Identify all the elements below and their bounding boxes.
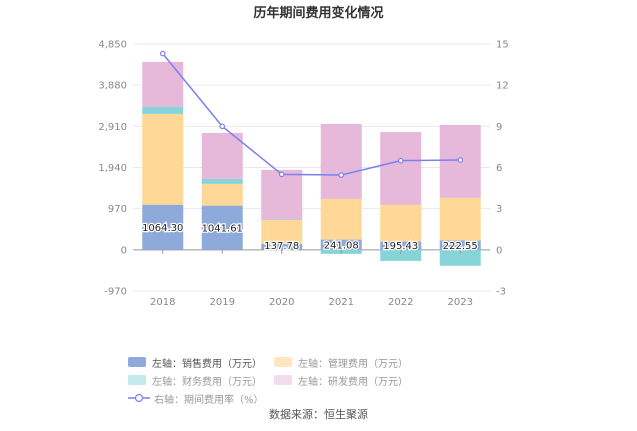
rate-line-path (162, 53, 461, 176)
rate-line-point (219, 123, 226, 130)
left-axis-tick-label: -970 (104, 287, 127, 298)
rate-line-point (159, 50, 166, 57)
x-axis-tick-label: 2018 (150, 297, 175, 308)
x-axis-tick-label: 2020 (269, 297, 294, 308)
legend-swatch (128, 375, 146, 385)
right-axis-tick-label: 6 (496, 163, 502, 174)
bar-segment (201, 205, 243, 250)
bar-segment (380, 204, 422, 242)
bar-segment (201, 183, 243, 206)
legend-item[interactable]: 左轴：管理费用（万元） (274, 353, 408, 371)
legend-item[interactable]: 左轴：研发费用（万元） (274, 371, 408, 389)
rate-line-point (397, 157, 404, 164)
legend-swatch (274, 375, 292, 385)
legend-swatch (128, 357, 146, 367)
grid-lines (133, 43, 490, 292)
bar-segment (380, 249, 422, 261)
bar-data-label: 195.43 (383, 241, 418, 252)
x-axis-tick-label: 2022 (388, 297, 413, 308)
legend-label: 左轴：研发费用（万元） (298, 376, 408, 388)
left-axis-tick-label: 3,880 (98, 81, 127, 92)
bar-segment (320, 198, 362, 240)
bar-segment (380, 241, 422, 250)
x-axis-tick-label: 2021 (329, 297, 354, 308)
bar-segment (201, 178, 243, 184)
left-axis-tick-label: 4,850 (98, 40, 127, 51)
left-axis-tick-label: 2,910 (98, 122, 127, 133)
bar-data-label: 222.55 (443, 241, 478, 252)
bar-segment (142, 204, 184, 250)
bar-segment (142, 106, 184, 114)
right-axis-tick-label: 12 (496, 81, 509, 92)
x-axis-tick-label: 2019 (210, 297, 235, 308)
left-axis-tick-label: 0 (121, 245, 127, 256)
left-axis-tick-label: 970 (108, 204, 127, 215)
bar-data-label: 137.78 (264, 241, 299, 252)
x-axis-tick-label: 2023 (448, 297, 473, 308)
bar-segment (320, 239, 362, 250)
bar-segment (142, 113, 184, 205)
bar-data-label: 1041.61 (202, 224, 243, 235)
legend-line-marker-icon (128, 393, 150, 403)
legend: 左轴：销售费用（万元） 左轴：管理费用（万元） 左轴：财务费用（万元） 左轴：研发费用… (128, 353, 528, 407)
axes: -970 0 970 1,940 2,910 3,880 4,850 -3 0 3 6 9 12 15 20… (98, 40, 508, 309)
bar-segment (261, 219, 303, 244)
bar-segment (261, 219, 303, 220)
legend-item[interactable]: 左轴：销售费用（万元） (128, 353, 262, 371)
data-source: 数据来源：恒生聚源 (269, 408, 368, 421)
legend-label: 右轴：期间费用率（%） (154, 394, 264, 406)
rate-line-point (457, 157, 464, 163)
rate-line (159, 50, 464, 178)
rate-line-point (338, 172, 345, 178)
bar-segment (380, 131, 422, 205)
right-axis-tick-label: 0 (496, 245, 502, 256)
right-axis-tick-label: -3 (496, 287, 506, 298)
bar-data-label: 241.08 (324, 241, 359, 252)
chart-title: 历年期间费用变化情况 (253, 6, 384, 21)
legend-item[interactable]: 右轴：期间费用率（%） (128, 389, 264, 407)
bar-segment (201, 132, 243, 179)
bar-data-label: 1064.30 (142, 223, 183, 234)
right-axis-tick-label: 3 (496, 204, 502, 215)
rate-line-point (278, 171, 285, 178)
bars (142, 61, 481, 266)
bar-segment (261, 243, 303, 250)
legend-label: 左轴：销售费用（万元） (152, 358, 262, 370)
bar-segment (439, 240, 481, 250)
bar-segment (320, 123, 362, 199)
chart-canvas: -970 0 970 1,940 2,910 3,880 4,850 -3 0 3 6 9 12 15 20… (98, 40, 508, 309)
legend-item[interactable]: 左轴：财务费用（万元） (128, 371, 262, 389)
data-labels: 1064.30 1041.61 137.78 241.08 195.43 222.55 (141, 222, 479, 253)
right-axis-tick-label: 9 (496, 122, 502, 133)
legend-label: 左轴：管理费用（万元） (298, 358, 408, 370)
legend-label: 左轴：财务费用（万元） (152, 376, 262, 388)
left-axis-tick-label: 1,940 (98, 163, 127, 174)
bar-segment (439, 249, 481, 266)
bar-segment (261, 169, 303, 220)
legend-swatch (274, 357, 292, 367)
right-axis-tick-label: 15 (496, 40, 509, 51)
bar-segment (142, 61, 184, 107)
bar-segment (439, 197, 481, 241)
